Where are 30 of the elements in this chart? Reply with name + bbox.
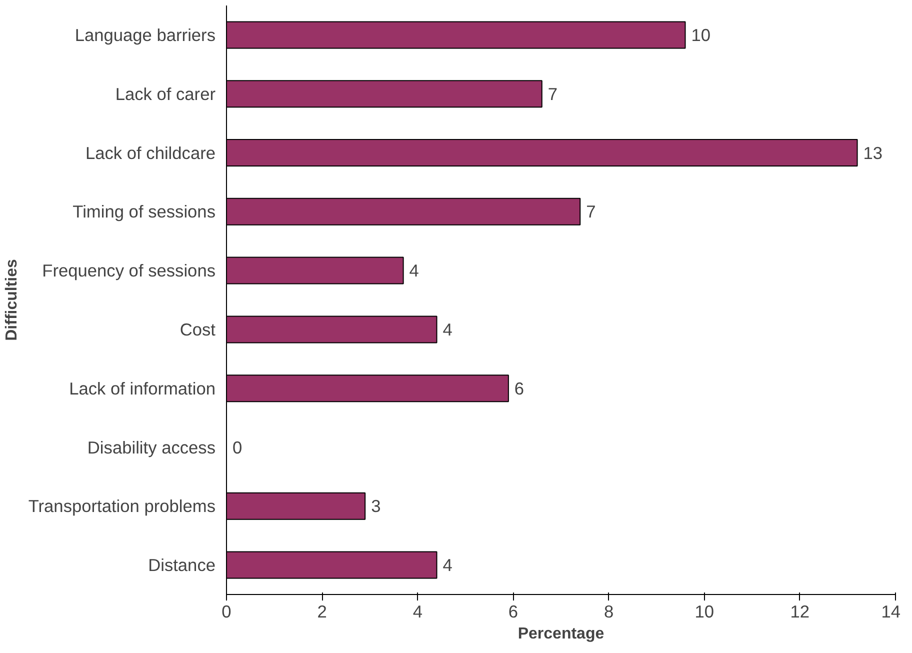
y-tick-label: Frequency of sessions bbox=[42, 260, 216, 281]
data-label: 7 bbox=[548, 84, 558, 104]
y-tick-label: Language barriers bbox=[74, 24, 216, 45]
x-tick-label: 0 bbox=[222, 602, 232, 622]
data-label: 6 bbox=[514, 378, 524, 398]
y-tick-label: Disability access bbox=[87, 437, 216, 458]
x-tick-label: 4 bbox=[412, 602, 423, 622]
data-label: 13 bbox=[863, 142, 883, 163]
x-axis-title: Percentage bbox=[518, 626, 604, 642]
data-label: 7 bbox=[586, 202, 596, 222]
x-tick-label: 10 bbox=[694, 602, 714, 622]
x-tick-label: 12 bbox=[790, 602, 810, 622]
data-label: 10 bbox=[691, 24, 711, 45]
x-tick-label: 6 bbox=[508, 602, 518, 622]
y-tick-label: Transportation problems bbox=[28, 496, 216, 516]
y-tick-label: Lack of carer bbox=[115, 84, 216, 104]
y-tick-label: Timing of sessions bbox=[72, 202, 216, 222]
data-label: 4 bbox=[409, 260, 420, 281]
y-tick-label: Distance bbox=[148, 555, 216, 576]
x-tick-label: 8 bbox=[604, 602, 614, 622]
data-label: 3 bbox=[371, 496, 381, 516]
data-label: 0 bbox=[232, 437, 242, 458]
y-tick-label: Lack of childcare bbox=[85, 142, 216, 163]
y-tick-label: Cost bbox=[180, 319, 216, 340]
x-tick-label: 14 bbox=[881, 602, 901, 622]
x-tick-label: 2 bbox=[317, 602, 327, 622]
y-axis-title: Difficulties bbox=[3, 259, 20, 341]
data-label: 4 bbox=[442, 555, 453, 576]
data-label: 4 bbox=[442, 319, 453, 340]
y-tick-label: Lack of information bbox=[69, 378, 216, 398]
